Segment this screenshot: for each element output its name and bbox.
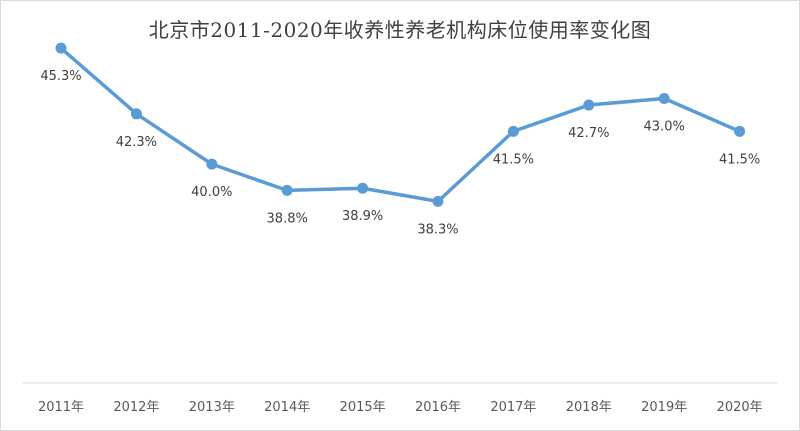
x-tick-label: 2017年	[490, 400, 536, 415]
data-label: 41.5%	[493, 152, 534, 167]
data-point	[281, 184, 293, 196]
data-point	[507, 125, 519, 137]
data-point	[55, 42, 67, 54]
data-point	[734, 125, 746, 137]
data-label: 45.3%	[40, 69, 81, 84]
data-label: 38.3%	[417, 222, 458, 237]
x-tick-label: 2020年	[717, 400, 763, 415]
x-tick-label: 2012年	[113, 400, 159, 415]
series-layer: 45.3% 42.3% 40.0% 38.8% 38.9% 38.3% 41.5% 42.7%…	[40, 42, 760, 237]
data-point	[357, 182, 369, 194]
data-label: 43.0%	[644, 119, 685, 134]
data-label: 42.3%	[116, 135, 157, 150]
data-point	[130, 108, 142, 120]
x-tick-label: 2013年	[189, 400, 235, 415]
x-tick-label: 2016年	[415, 400, 461, 415]
x-tick-label: 2014年	[264, 400, 310, 415]
data-label: 41.5%	[719, 152, 760, 167]
data-label: 38.8%	[267, 211, 308, 226]
data-point	[658, 92, 670, 104]
x-tick-label: 2015年	[340, 400, 386, 415]
data-point	[583, 99, 595, 111]
data-label: 42.7%	[568, 126, 609, 141]
series-line	[59, 46, 741, 204]
x-tick-labels: 2011年 2012年 2013年 2014年 2015年 2016年 2017年 2018年…	[38, 400, 763, 415]
x-tick-label: 2019年	[641, 400, 687, 415]
chart-title: 北京市2011-2020年收养性养老机构床位使用率变化图	[148, 18, 652, 42]
x-tick-label: 2011年	[38, 400, 84, 415]
data-label: 40.0%	[191, 185, 232, 200]
x-tick-label: 2018年	[566, 400, 612, 415]
data-point	[432, 195, 444, 207]
data-point	[206, 158, 218, 170]
data-label: 38.9%	[342, 209, 383, 224]
